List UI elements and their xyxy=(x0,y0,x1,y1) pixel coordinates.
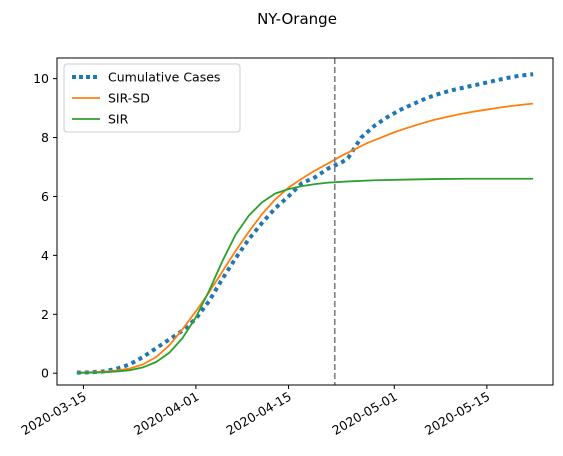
x-tick-label: 2020-04-01 xyxy=(131,389,201,438)
chart-title: NY-Orange xyxy=(257,10,337,28)
axes-frame xyxy=(56,57,554,386)
x-tick-label: 2020-05-01 xyxy=(329,389,399,438)
x-axis: 2020-03-15 2020-04-01 2020-04-15 2020-05-01… xyxy=(19,385,492,438)
series-line-1 xyxy=(76,72,534,375)
y-tick-label: 6 xyxy=(41,189,49,204)
y-tick-label: 0 xyxy=(41,366,49,381)
series-line-3 xyxy=(76,177,534,374)
y-tick-label: 10 xyxy=(33,71,49,86)
legend-label-3: SIR xyxy=(108,112,129,127)
x-tick-label: 2020-05-15 xyxy=(422,389,492,438)
y-tick-label: 4 xyxy=(41,248,49,263)
legend-label-1: Cumulative Cases xyxy=(108,70,220,85)
plot-lines xyxy=(76,72,534,375)
y-tick-label: 8 xyxy=(41,130,49,145)
series-line-2 xyxy=(76,102,534,374)
y-axis: 0 2 4 6 8 10 xyxy=(33,71,57,381)
legend: Cumulative Cases SIR-SD SIR xyxy=(63,63,241,133)
x-tick-label: 2020-04-15 xyxy=(224,389,294,438)
x-tick-label: 2020-03-15 xyxy=(19,389,89,438)
y-tick-label: 2 xyxy=(41,307,49,322)
legend-label-2: SIR-SD xyxy=(108,91,150,106)
legend-box xyxy=(63,63,241,133)
